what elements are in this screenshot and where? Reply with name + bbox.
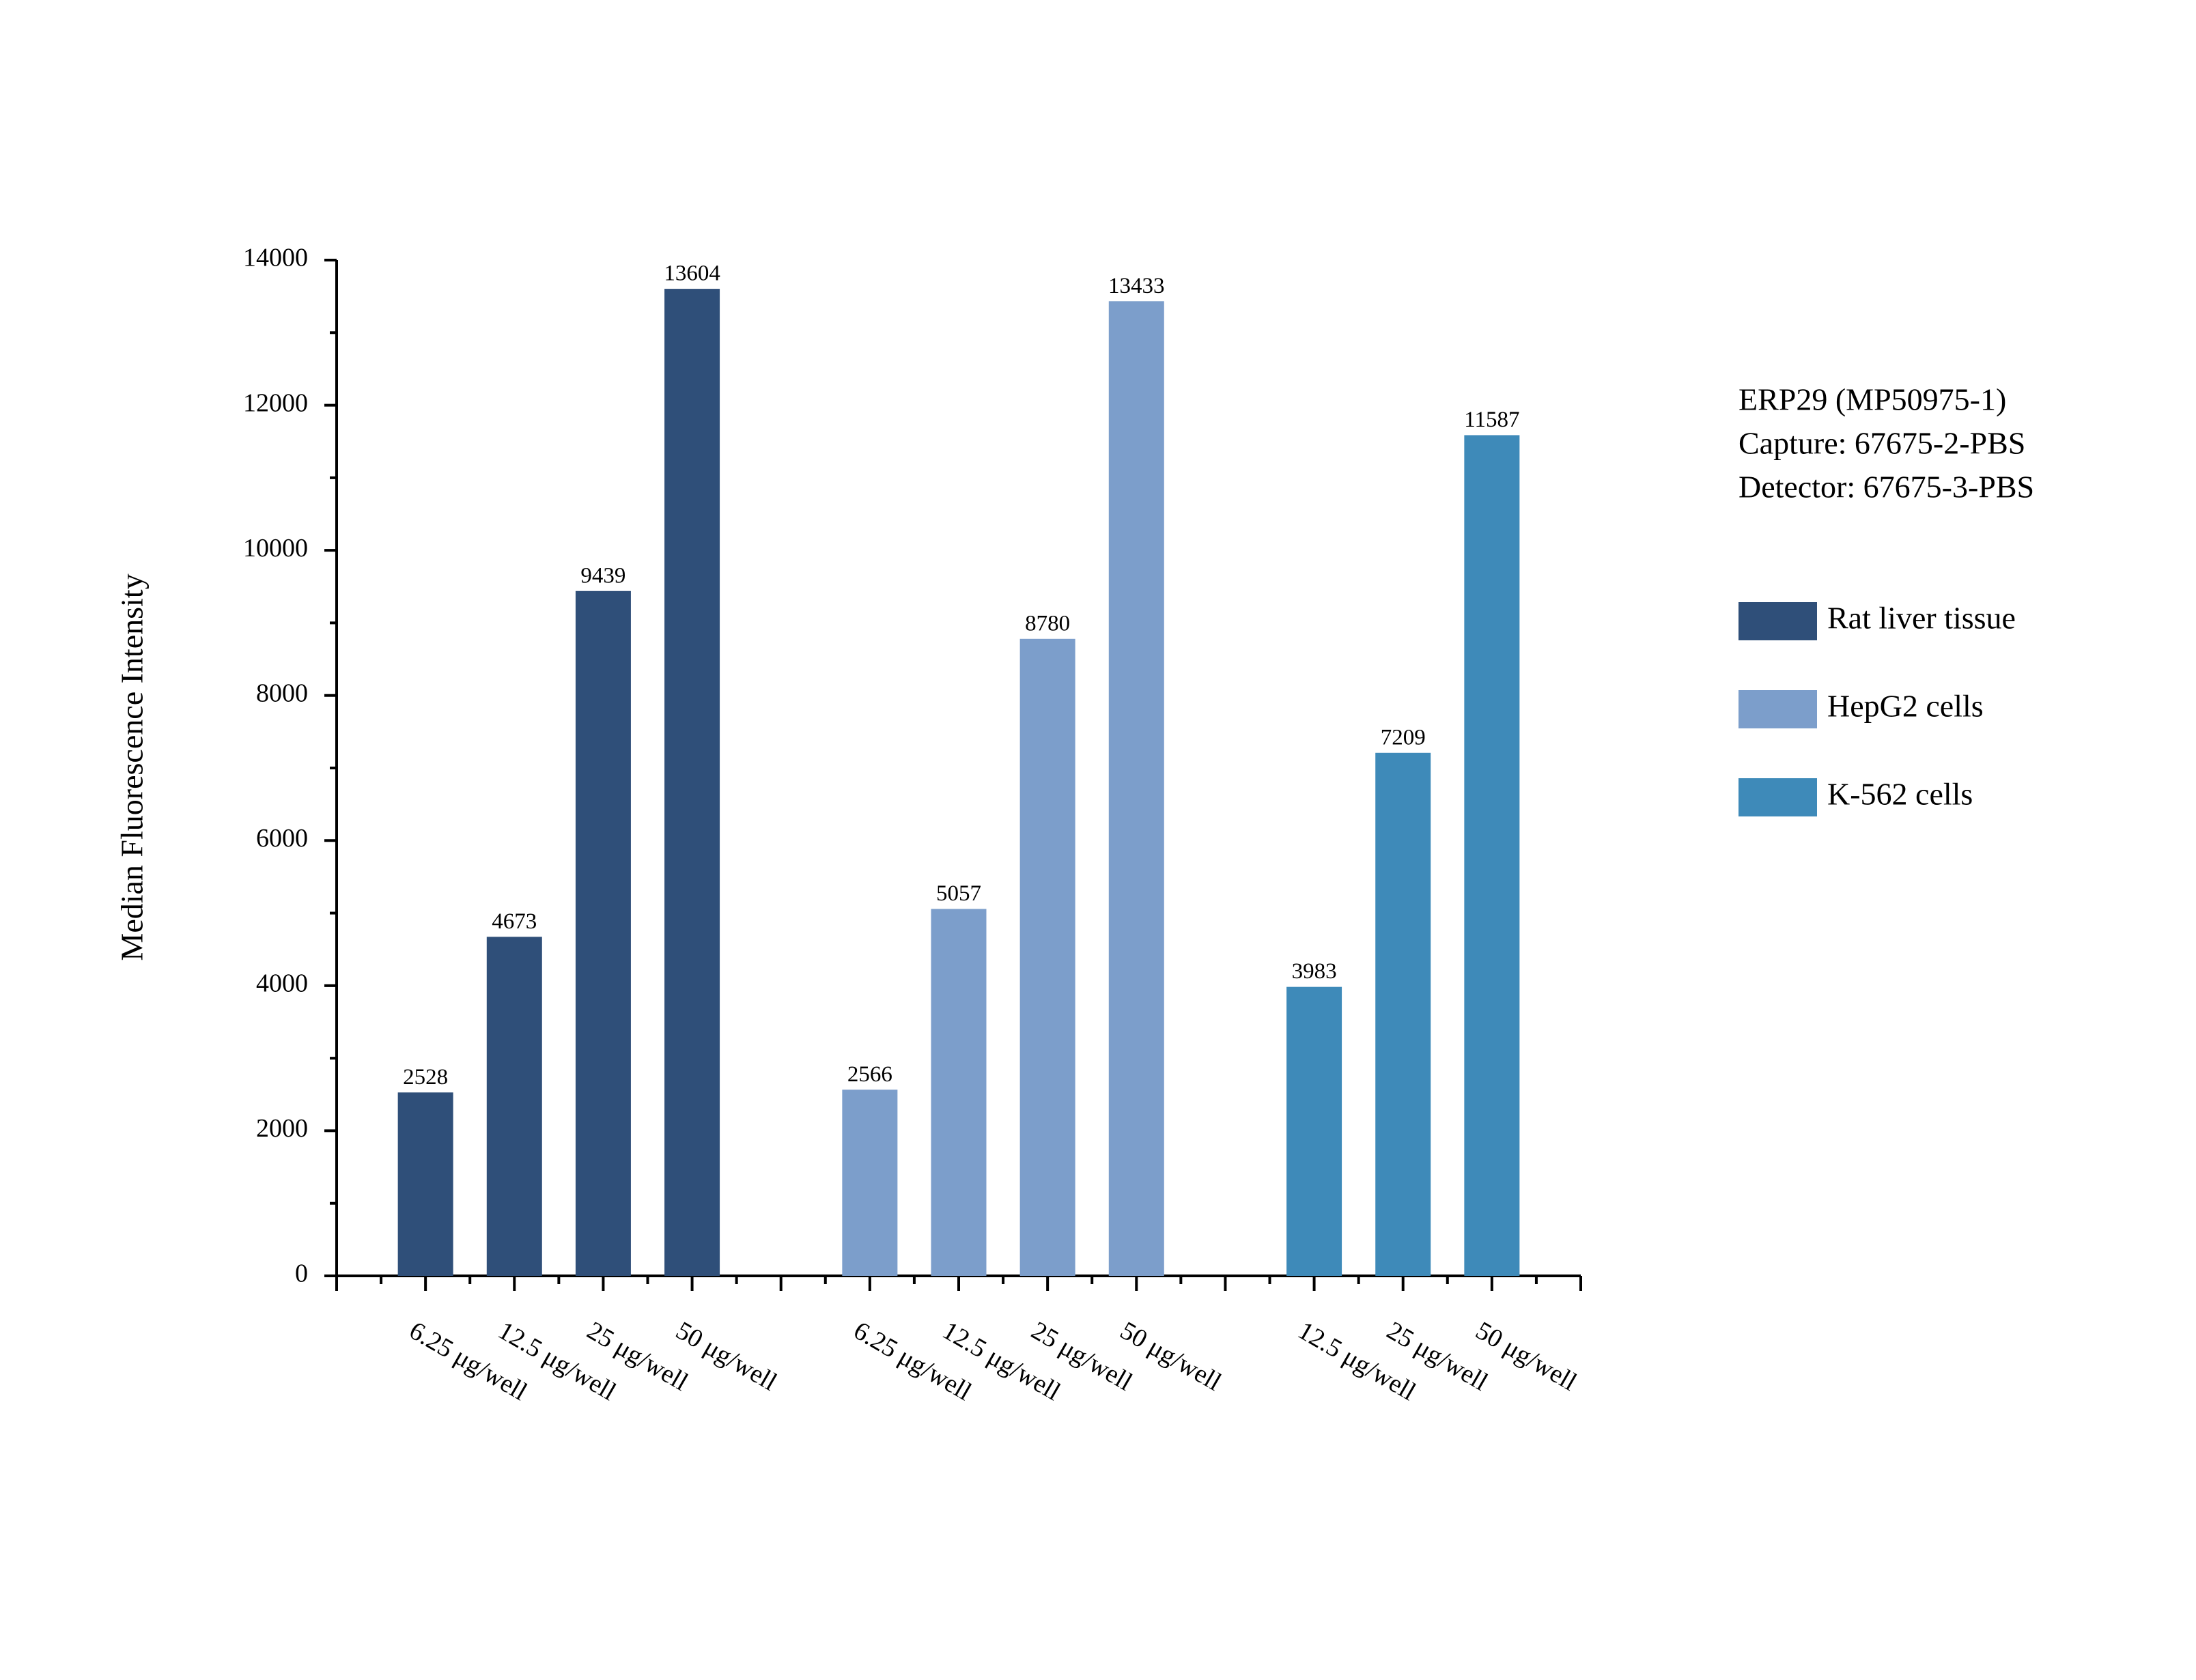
y-tick-label: 10000 xyxy=(243,534,308,563)
bar xyxy=(1108,301,1164,1276)
y-tick-label: 2000 xyxy=(256,1114,308,1143)
annotation: ERP29 (MP50975-1) xyxy=(1738,382,2006,417)
bar xyxy=(931,909,987,1276)
bar xyxy=(842,1090,898,1276)
value-label: 7209 xyxy=(1381,725,1426,750)
value-label: 2566 xyxy=(847,1062,892,1087)
legend-label: K-562 cells xyxy=(1827,777,1973,812)
legend-swatch xyxy=(1738,778,1817,816)
bar xyxy=(1464,435,1520,1276)
bar xyxy=(1019,638,1075,1276)
legend-swatch xyxy=(1738,690,1817,728)
value-label: 5057 xyxy=(936,881,981,906)
y-axis-label: Median Fluorescence Intensity xyxy=(115,573,150,960)
y-tick-label: 0 xyxy=(295,1259,308,1288)
value-label: 13433 xyxy=(1108,274,1165,298)
value-label: 13604 xyxy=(664,261,720,286)
bar xyxy=(486,937,542,1276)
y-tick-label: 4000 xyxy=(256,969,308,998)
legend-label: HepG2 cells xyxy=(1827,689,1984,724)
bar xyxy=(1375,752,1431,1276)
annotation: Detector: 67675-3-PBS xyxy=(1738,470,2034,504)
value-label: 11587 xyxy=(1464,408,1519,432)
y-tick-label: 8000 xyxy=(256,679,308,707)
bar xyxy=(397,1092,453,1276)
legend-label: Rat liver tissue xyxy=(1827,601,2016,636)
y-tick-label: 12000 xyxy=(243,388,308,417)
y-tick-label: 6000 xyxy=(256,824,308,853)
value-label: 8780 xyxy=(1025,611,1070,636)
value-label: 2528 xyxy=(403,1065,448,1090)
bar xyxy=(1286,986,1342,1276)
value-label: 9439 xyxy=(580,563,625,588)
value-label: 4673 xyxy=(492,909,537,934)
bar xyxy=(664,289,720,1277)
value-label: 3983 xyxy=(1292,959,1337,984)
y-tick-label: 14000 xyxy=(243,244,308,272)
legend-swatch xyxy=(1738,602,1817,640)
bar xyxy=(575,590,631,1276)
annotation: Capture: 67675-2-PBS xyxy=(1738,426,2025,461)
